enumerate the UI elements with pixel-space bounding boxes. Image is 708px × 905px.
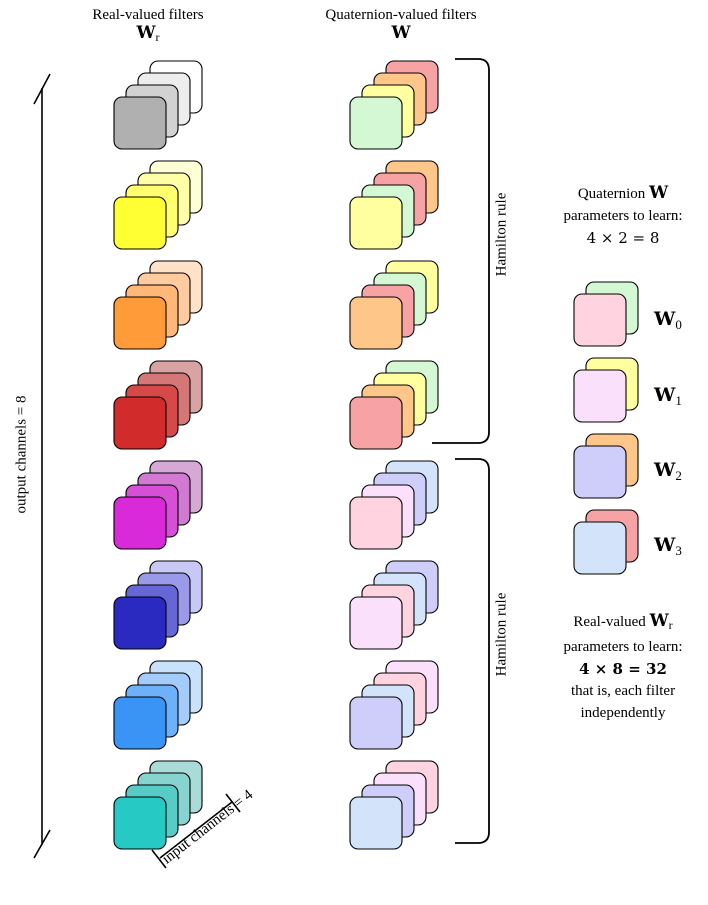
input-axis-right-tick bbox=[225, 793, 241, 813]
real-filter-2-layer-3 bbox=[113, 296, 167, 350]
quaternion-component-legend bbox=[573, 281, 639, 575]
legend-w2-letter: W bbox=[654, 459, 676, 481]
real-filter-stack-6 bbox=[113, 660, 203, 750]
legend-w0-letter: W bbox=[654, 308, 676, 330]
quat-params-line3: 4 × 2 = 8 bbox=[586, 229, 660, 247]
legend-label-w3: W3 bbox=[654, 534, 682, 559]
quat-filter-stack-4 bbox=[349, 460, 439, 550]
real-filters-title: Real-valued filters Wr bbox=[78, 6, 218, 46]
real-params-line5: independently bbox=[580, 705, 666, 721]
output-channels-label: output channels = 8 bbox=[13, 395, 30, 514]
legend-w1-letter: W bbox=[654, 384, 676, 406]
real-symbol-letter: W bbox=[136, 23, 156, 43]
quat-filter-0-layer-3 bbox=[349, 96, 403, 150]
real-filter-3-layer-3 bbox=[113, 396, 167, 450]
quat-params-symbol: W bbox=[649, 183, 669, 203]
output-axis-top-tick bbox=[33, 73, 51, 105]
legend-w2-sub: 2 bbox=[675, 468, 682, 483]
quat-filters-title-text: Quaternion-valued filters bbox=[325, 7, 477, 23]
quat-filter-stack-7 bbox=[349, 760, 439, 850]
quat-params-line1: Quaternion W bbox=[548, 182, 698, 205]
quat-filter-2-layer-3 bbox=[349, 296, 403, 350]
quat-filter-stack-1 bbox=[349, 160, 439, 250]
hamilton-brace-bottom bbox=[455, 458, 490, 844]
legend-w3-letter: W bbox=[654, 534, 676, 556]
input-channels-axis bbox=[159, 801, 233, 859]
real-params-line2: parameters to learn: bbox=[563, 639, 683, 655]
output-axis-bottom-tick bbox=[33, 829, 51, 859]
hamilton-brace-top bbox=[432, 58, 490, 444]
legend-3-front bbox=[573, 521, 627, 575]
legend-w1-sub: 1 bbox=[675, 393, 682, 408]
real-filter-stacks bbox=[113, 60, 203, 850]
real-params-symbol: W bbox=[649, 611, 669, 631]
real-filter-6-layer-3 bbox=[113, 696, 167, 750]
hamilton-rule-top-label: Hamilton rule bbox=[493, 192, 510, 277]
real-filter-5-layer-3 bbox=[113, 596, 167, 650]
quaternion-filter-stacks bbox=[349, 60, 439, 850]
legend-1-front bbox=[573, 369, 627, 423]
quat-filter-6-layer-3 bbox=[349, 696, 403, 750]
legend-swatch-1 bbox=[573, 357, 639, 423]
legend-0-front bbox=[573, 293, 627, 347]
quat-filter-1-layer-3 bbox=[349, 196, 403, 250]
quat-params-info: Quaternion W parameters to learn: 4 × 2 … bbox=[548, 182, 698, 249]
quat-filters-title: Quaternion-valued filters W bbox=[292, 6, 510, 43]
real-filter-0-layer-3 bbox=[113, 96, 167, 150]
input-axis-left-tick bbox=[151, 849, 167, 869]
quat-symbol-letter: W bbox=[391, 23, 411, 43]
real-filter-stack-0 bbox=[113, 60, 203, 150]
real-filters-symbol: Wr bbox=[78, 24, 218, 46]
real-filter-stack-2 bbox=[113, 260, 203, 350]
real-params-line4: that is, each filter bbox=[570, 683, 676, 699]
hamilton-rule-bottom-label: Hamilton rule bbox=[493, 592, 510, 677]
legend-w3-sub: 3 bbox=[675, 543, 682, 558]
quat-filter-7-layer-3 bbox=[349, 796, 403, 850]
real-filters-title-text: Real-valued filters bbox=[92, 7, 204, 23]
quat-params-line2: parameters to learn: bbox=[563, 208, 683, 224]
real-params-info: Real-valued Wr parameters to learn: 4 × … bbox=[548, 610, 698, 724]
legend-w0-sub: 0 bbox=[675, 317, 682, 332]
quat-filter-stack-0 bbox=[349, 60, 439, 150]
real-filter-4-layer-3 bbox=[113, 496, 167, 550]
quat-filter-stack-2 bbox=[349, 260, 439, 350]
legend-2-front bbox=[573, 445, 627, 499]
real-filter-stack-1 bbox=[113, 160, 203, 250]
quat-filter-4-layer-3 bbox=[349, 496, 403, 550]
quat-filters-symbol: W bbox=[292, 24, 510, 43]
legend-label-w1: W1 bbox=[654, 384, 682, 409]
legend-swatch-0 bbox=[573, 281, 639, 347]
legend-swatch-2 bbox=[573, 433, 639, 499]
real-filter-stack-7 bbox=[113, 760, 203, 850]
real-filter-stack-3 bbox=[113, 360, 203, 450]
legend-label-w0: W0 bbox=[654, 308, 682, 333]
legend-swatch-3 bbox=[573, 509, 639, 575]
real-filter-7-layer-3 bbox=[113, 796, 167, 850]
real-params-prefix: Real-valued bbox=[573, 614, 646, 630]
real-filter-stack-5 bbox=[113, 560, 203, 650]
quat-filter-stack-5 bbox=[349, 560, 439, 650]
quat-filter-stack-3 bbox=[349, 360, 439, 450]
real-filter-1-layer-3 bbox=[113, 196, 167, 250]
real-params-line3: 4 × 8 = 32 bbox=[579, 660, 667, 678]
legend-label-w2: W2 bbox=[654, 459, 682, 484]
quat-filter-stack-6 bbox=[349, 660, 439, 750]
quat-filter-5-layer-3 bbox=[349, 596, 403, 650]
quat-params-prefix: Quaternion bbox=[577, 186, 646, 202]
quat-filter-3-layer-3 bbox=[349, 396, 403, 450]
real-symbol-sub: r bbox=[155, 30, 160, 44]
real-params-line1: Real-valued Wr bbox=[548, 610, 698, 636]
real-filter-stack-4 bbox=[113, 460, 203, 550]
real-params-sub: r bbox=[668, 618, 673, 632]
